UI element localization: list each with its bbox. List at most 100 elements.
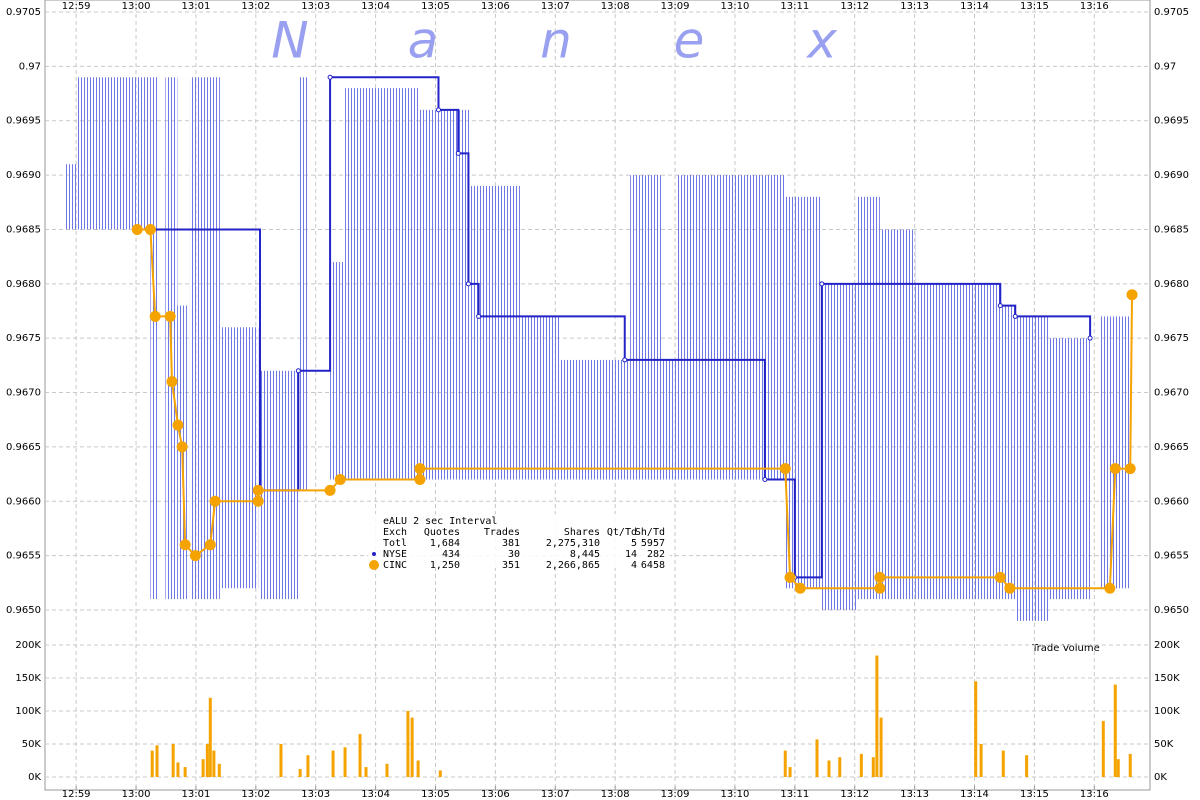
y-tick-label: 0.9690: [6, 170, 41, 181]
trade-point: [997, 303, 1003, 309]
quote-range: [821, 283, 858, 610]
quote-range: [65, 164, 77, 230]
y-tick-label-right: 0.9690: [1154, 170, 1189, 181]
summary-title: eALU 2 sec Interval: [383, 516, 497, 527]
y-tick-label-right: 0.9665: [1154, 442, 1189, 453]
trade-point: [465, 281, 471, 287]
x-tick-label: 13:04: [361, 789, 390, 800]
trade-point: [874, 571, 886, 583]
y-tick-label-right: 0.9685: [1154, 224, 1189, 235]
volume-bar: [212, 750, 216, 777]
y-tick-label: 100K: [15, 706, 41, 717]
volume-bar: [410, 717, 414, 777]
x-tick-label: 13:09: [661, 1, 690, 12]
quote-range: [1000, 305, 1016, 600]
volume-bar: [1025, 755, 1029, 777]
quote-range: [676, 175, 786, 480]
quote-range: [519, 316, 561, 480]
summary-cell: 282: [647, 549, 665, 560]
volume-bar: [406, 711, 410, 777]
y-tick-label: 0.9655: [6, 551, 41, 562]
trade-point: [176, 441, 188, 453]
trade-point: [189, 550, 201, 562]
y-tick-label-right: 0.9650: [1154, 605, 1189, 616]
x-tick-label: 13:14: [960, 789, 989, 800]
trade-point: [1012, 313, 1018, 319]
x-tick-label: 13:08: [601, 1, 630, 12]
quote-range: [77, 77, 151, 230]
trade-point: [1104, 582, 1116, 594]
y-tick-label: 0.9685: [6, 224, 41, 235]
summary-cell: 2,275,310: [546, 538, 600, 549]
y-tick-label-right: 0.9675: [1154, 333, 1189, 344]
volume-bar: [416, 760, 420, 777]
y-tick-label-right: 0K: [1154, 772, 1167, 783]
x-tick-label: 13:06: [481, 789, 510, 800]
x-tick-label: 13:11: [780, 789, 809, 800]
summary-cell: 4: [631, 560, 637, 571]
trade-point: [784, 571, 796, 583]
summary-header: Qt/Td: [607, 527, 637, 538]
x-tick-label: 13:02: [241, 789, 270, 800]
volume-bar: [871, 757, 875, 777]
quote-range: [915, 283, 1001, 600]
quote-range: [857, 196, 880, 600]
trade-point: [252, 495, 264, 507]
volume-bar: [1101, 720, 1105, 777]
trade-point: [149, 310, 161, 322]
y-tick-label: 0.97: [19, 61, 41, 72]
volume-bar: [298, 769, 302, 777]
trade-point: [1087, 335, 1093, 341]
trade-point: [334, 474, 346, 486]
trade-point: [435, 107, 441, 113]
y-tick-label: 50K: [22, 739, 42, 750]
y-tick-label-right: 0.9670: [1154, 388, 1189, 399]
x-tick-label: 13:11: [780, 1, 809, 12]
volume-bar: [358, 734, 362, 777]
volume-bar: [183, 767, 187, 777]
x-tick-label: 13:10: [721, 789, 750, 800]
x-tick-label: 13:14: [960, 1, 989, 12]
trade-point: [209, 495, 221, 507]
y-tick-label: 200K: [15, 640, 41, 651]
y-tick-label: 0K: [28, 772, 41, 783]
summary-cell: 5: [631, 538, 637, 549]
x-tick-label: 12:59: [62, 789, 91, 800]
x-tick-label: 13:03: [301, 1, 330, 12]
volume-bar: [838, 757, 842, 777]
volume-bar: [176, 762, 180, 777]
x-tick-label: 13:00: [122, 1, 151, 12]
quote-range: [1099, 316, 1131, 589]
x-tick-label: 13:15: [1020, 789, 1049, 800]
summary-cell: 1,250: [430, 560, 460, 571]
trade-point: [179, 539, 191, 551]
y-tick-label: 0.9675: [6, 333, 41, 344]
volume-bar: [279, 744, 283, 777]
trade-point: [295, 368, 301, 374]
x-tick-label: 13:13: [900, 1, 929, 12]
summary-cell: 8,445: [570, 549, 600, 560]
volume-bar: [783, 750, 787, 777]
x-tick-label: 13:12: [840, 1, 869, 12]
trade-point: [476, 313, 482, 319]
trade-point: [414, 474, 426, 486]
volume-bar: [859, 753, 863, 777]
volume-bar: [815, 739, 819, 777]
volume-bar: [208, 697, 212, 777]
watermark: N: [271, 12, 308, 70]
summary-header: Shares: [564, 527, 600, 538]
trade-point: [1126, 289, 1138, 301]
summary-cell: Totl: [383, 538, 407, 549]
volume-bar: [979, 744, 983, 777]
volume-bar: [974, 681, 978, 777]
trade-point: [144, 223, 156, 235]
volume-bar: [306, 755, 310, 777]
summary-bg: [368, 514, 670, 568]
summary-header: Quotes: [424, 527, 460, 538]
x-tick-label: 13:00: [122, 789, 151, 800]
x-tick-label: 13:09: [661, 789, 690, 800]
volume-bar: [1128, 753, 1132, 777]
watermark: e: [674, 12, 705, 70]
y-tick-label: 0.9680: [6, 279, 41, 290]
